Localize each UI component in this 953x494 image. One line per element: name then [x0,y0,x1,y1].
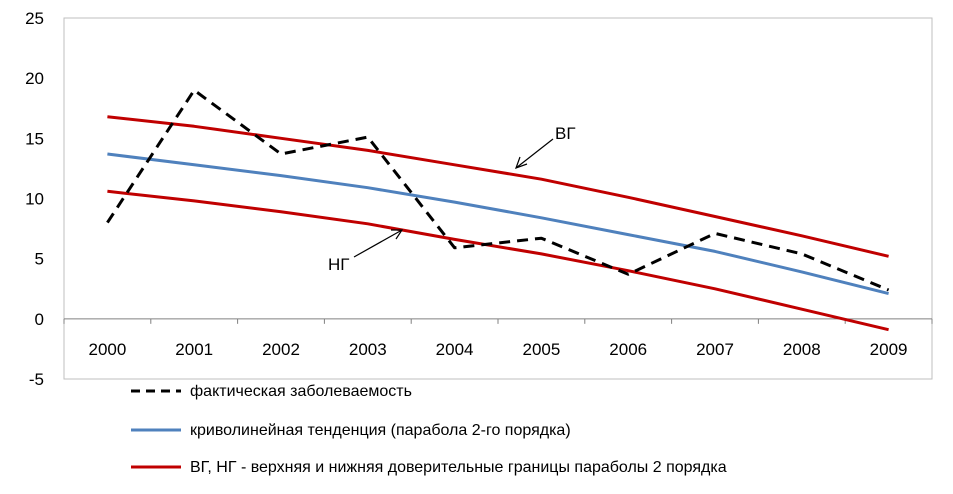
y-tick-label: 25 [25,9,44,28]
y-tick-label: 20 [25,69,44,88]
legend-item-actual: фактическая заболеваемость [131,383,412,400]
x-axis-ticks: 2000 2001 2002 2003 2004 2005 2006 2007 2008 2009 [63,318,933,359]
series-upper-bound-line [107,115,889,258]
plot-area [63,17,933,380]
x-tick-label: 2002 [262,340,300,359]
annotation-arrowhead-vg [514,156,528,170]
x-tick-label: 2001 [175,340,213,359]
x-tick-label: 2006 [609,340,647,359]
series-trend-line [107,152,889,296]
x-tick-label: 2000 [88,340,126,359]
x-tick-label: 2007 [696,340,734,359]
legend-label-bounds: ВГ, НГ - верхняя и нижняя доверительные … [190,459,727,476]
y-tick-label: 15 [25,129,44,148]
annotation-layer: ВГ НГ [328,124,576,274]
series-lower-bound-line [107,189,889,332]
legend-label-actual: фактическая заболеваемость [190,383,412,400]
legend: фактическая заболеваемость криволинейная… [131,383,727,476]
x-tick-label: 2005 [522,340,560,359]
x-tick-label: 2003 [349,340,387,359]
y-tick-label: 5 [35,250,44,269]
x-tick-label: 2004 [436,340,474,359]
series-actual-line [106,88,890,292]
legend-label-trend: криволинейная тенденция (парабола 2-го п… [190,422,571,439]
annotation-arrowhead-ng [391,229,404,240]
x-tick-label: 2008 [783,340,821,359]
series-layer [106,88,890,332]
y-tick-label: 10 [25,190,44,209]
y-tick-label: -5 [29,370,44,389]
annotation-arrow-ng [353,229,403,258]
annotation-ng: НГ [328,255,349,274]
annotation-vg: ВГ [555,124,576,143]
x-tick-label: 2009 [870,340,908,359]
legend-item-trend: криволинейная тенденция (парабола 2-го п… [131,422,571,439]
y-tick-label: 0 [35,310,44,329]
legend-item-bounds: ВГ, НГ - верхняя и нижняя доверительные … [131,459,727,476]
annotation-arrow-vg [515,138,554,169]
y-axis-ticks: -5 0 5 10 15 20 25 [25,9,44,389]
